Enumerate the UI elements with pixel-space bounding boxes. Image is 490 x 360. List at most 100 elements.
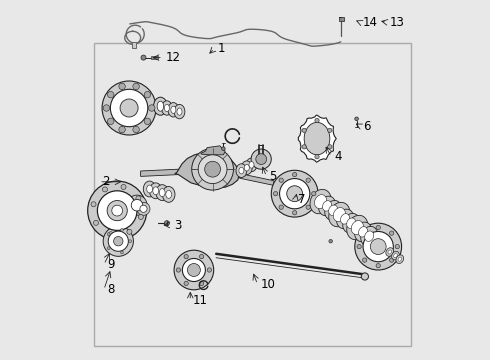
Ellipse shape	[396, 255, 404, 264]
Circle shape	[312, 192, 316, 196]
Bar	[339, 17, 344, 21]
Ellipse shape	[365, 231, 374, 242]
Ellipse shape	[343, 213, 360, 233]
Circle shape	[205, 161, 220, 177]
Text: 4: 4	[334, 150, 342, 163]
Text: 12: 12	[166, 51, 181, 64]
Circle shape	[120, 99, 138, 117]
Circle shape	[184, 281, 188, 285]
Circle shape	[355, 223, 402, 270]
Circle shape	[133, 126, 139, 133]
Circle shape	[221, 147, 225, 150]
Ellipse shape	[355, 222, 371, 242]
Text: 5: 5	[270, 170, 277, 183]
Circle shape	[108, 232, 113, 237]
Circle shape	[306, 178, 310, 183]
Ellipse shape	[315, 195, 327, 208]
Polygon shape	[175, 153, 240, 188]
Circle shape	[192, 148, 233, 190]
Ellipse shape	[398, 257, 402, 261]
Circle shape	[107, 247, 110, 249]
Ellipse shape	[310, 189, 331, 214]
Circle shape	[207, 268, 212, 272]
Circle shape	[136, 196, 141, 201]
Bar	[94, 43, 411, 346]
Ellipse shape	[147, 185, 152, 193]
Ellipse shape	[392, 251, 399, 260]
Ellipse shape	[386, 248, 393, 256]
Circle shape	[137, 202, 150, 215]
Circle shape	[355, 117, 358, 121]
Circle shape	[148, 105, 155, 111]
Circle shape	[108, 231, 128, 251]
Polygon shape	[298, 115, 336, 162]
Text: 10: 10	[261, 278, 275, 291]
Circle shape	[376, 225, 380, 230]
Circle shape	[315, 154, 319, 159]
Circle shape	[112, 205, 122, 216]
Circle shape	[293, 211, 297, 215]
Circle shape	[141, 55, 146, 60]
Circle shape	[293, 172, 297, 177]
Circle shape	[88, 181, 147, 240]
Circle shape	[390, 258, 394, 262]
Ellipse shape	[166, 190, 171, 198]
Circle shape	[144, 118, 150, 125]
Circle shape	[370, 239, 386, 255]
Circle shape	[174, 250, 214, 290]
Circle shape	[363, 258, 367, 262]
Ellipse shape	[388, 250, 392, 254]
Circle shape	[199, 255, 204, 259]
Circle shape	[361, 273, 368, 280]
Circle shape	[280, 179, 310, 209]
Ellipse shape	[153, 187, 159, 195]
Circle shape	[287, 186, 303, 202]
Circle shape	[328, 145, 332, 149]
Ellipse shape	[347, 215, 368, 240]
Circle shape	[119, 83, 125, 90]
Circle shape	[127, 229, 132, 234]
Circle shape	[102, 187, 107, 192]
Ellipse shape	[156, 185, 169, 201]
Ellipse shape	[322, 201, 332, 211]
Circle shape	[251, 149, 271, 169]
Circle shape	[114, 237, 123, 246]
Bar	[151, 56, 158, 59]
Text: 9: 9	[107, 258, 114, 271]
Ellipse shape	[171, 106, 176, 113]
Circle shape	[103, 105, 110, 111]
Circle shape	[138, 215, 144, 220]
Circle shape	[176, 268, 180, 272]
Ellipse shape	[143, 181, 156, 197]
Ellipse shape	[341, 213, 349, 224]
Ellipse shape	[236, 164, 247, 177]
Polygon shape	[141, 169, 178, 176]
Text: 8: 8	[107, 283, 114, 296]
Ellipse shape	[153, 97, 167, 115]
Circle shape	[94, 220, 98, 225]
Ellipse shape	[168, 103, 179, 117]
Text: 7: 7	[298, 193, 306, 206]
Circle shape	[187, 264, 200, 276]
Circle shape	[199, 281, 204, 285]
Bar	[132, 42, 136, 48]
Circle shape	[107, 91, 114, 98]
Circle shape	[328, 128, 332, 132]
Ellipse shape	[249, 162, 254, 168]
Ellipse shape	[159, 189, 165, 197]
Ellipse shape	[304, 122, 330, 155]
Circle shape	[107, 201, 127, 221]
Text: 3: 3	[174, 219, 181, 231]
Circle shape	[127, 195, 147, 215]
Circle shape	[98, 191, 137, 230]
Circle shape	[357, 244, 361, 249]
Text: 11: 11	[193, 294, 208, 307]
Ellipse shape	[337, 209, 354, 229]
Circle shape	[198, 155, 227, 184]
Circle shape	[302, 128, 306, 132]
Ellipse shape	[177, 108, 182, 115]
Circle shape	[140, 205, 147, 212]
Circle shape	[91, 202, 96, 207]
Circle shape	[107, 118, 114, 125]
Ellipse shape	[157, 101, 164, 111]
